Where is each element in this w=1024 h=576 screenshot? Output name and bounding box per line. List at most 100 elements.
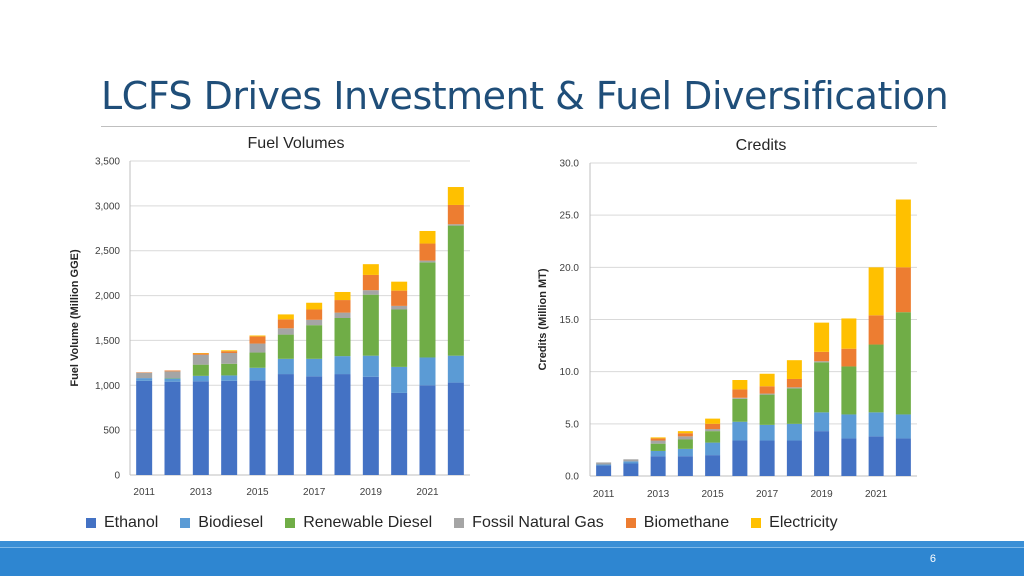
credits-xtick-label: 2017 [756, 489, 779, 500]
credits-bar-renewable-diesel-2017 [759, 394, 775, 425]
legend-swatch [454, 518, 465, 528]
credits-bar-biodiesel-2016 [732, 421, 748, 441]
volumes-bar-ethanol-2016 [277, 374, 294, 475]
volumes-bar-biomethane-2018 [334, 300, 351, 313]
footer-bar: 6 [0, 541, 1024, 576]
volumes-bar-biomethane-2019 [362, 274, 379, 291]
volumes-bar-ethanol-2018 [334, 374, 351, 475]
volumes-ytick-label: 500 [103, 426, 120, 437]
credits-bar-electricity-2014 [677, 431, 693, 434]
credits-y-axis-label: Credits (Million MT) [537, 268, 549, 370]
credits-xtick-label: 2011 [593, 489, 615, 500]
credits-bar-biodiesel-2013 [650, 450, 666, 457]
volumes-bar-biodiesel-2020 [391, 366, 408, 393]
credits-bar-ethanol-2016 [732, 440, 748, 476]
credits-bar-electricity-2017 [759, 373, 775, 387]
volumes-bar-biodiesel-2017 [306, 358, 323, 377]
volumes-bar-fossil-natural-gas-2013 [192, 354, 209, 365]
legend-item-biomethane: Biomethane [625, 514, 729, 532]
credits-bar-biomethane-2015 [705, 423, 721, 430]
credits-ytick-label: 5.0 [565, 419, 579, 430]
credits-bar-renewable-diesel-2015 [705, 431, 721, 443]
volumes-bar-electricity-2015 [249, 335, 266, 337]
volumes-bar-fossil-natural-gas-2014 [221, 352, 238, 364]
volumes-bar-fossil-natural-gas-2015 [249, 343, 266, 353]
volumes-bar-ethanol-2011 [136, 380, 153, 475]
credits-bar-fossil-natural-gas-2017 [759, 393, 775, 395]
legend-item-renewable-diesel: Renewable Diesel [285, 514, 432, 532]
volumes-bar-ethanol-2017 [306, 376, 323, 475]
credits-xtick-label: 2013 [647, 489, 670, 500]
credits-bar-renewable-diesel-2020 [841, 366, 857, 415]
volumes-bar-biodiesel-2015 [249, 367, 266, 381]
volumes-xtick-label: 2021 [416, 487, 439, 498]
credits-bar-biodiesel-2017 [759, 424, 775, 441]
credits-bar-biomethane-2021 [868, 315, 884, 345]
volumes-bar-electricity-2020 [391, 281, 408, 291]
credits-bar-ethanol-2018 [786, 440, 802, 476]
volumes-bar-ethanol-2012 [164, 381, 181, 475]
credits-bar-biodiesel-2020 [841, 414, 857, 439]
volumes-bar-renewable-diesel-2014 [221, 363, 238, 376]
slide-title: LCFS Drives Investment & Fuel Diversific… [101, 74, 949, 118]
volumes-bar-electricity-2014 [221, 350, 238, 352]
volumes-bar-renewable-diesel-2017 [306, 325, 323, 359]
credits-bar-electricity-2015 [705, 418, 721, 424]
volumes-bar-renewable-diesel-2018 [334, 318, 351, 357]
legend-item-ethanol: Ethanol [86, 514, 158, 532]
credits-bar-renewable-diesel-2021 [868, 344, 884, 413]
legend-label: Electricity [769, 514, 838, 531]
credits-bar-renewable-diesel-2022 [895, 312, 911, 415]
credits-bar-biodiesel-2012 [623, 461, 639, 464]
volumes-bar-electricity-2016 [277, 314, 294, 320]
credits-bar-biodiesel-2018 [786, 423, 802, 441]
legend-label: Renewable Diesel [303, 514, 433, 531]
volumes-bar-ethanol-2014 [221, 380, 238, 475]
volumes-bar-biodiesel-2016 [277, 358, 294, 375]
volumes-bar-renewable-diesel-2022 [447, 225, 464, 356]
credits-bar-biodiesel-2015 [705, 442, 721, 456]
volumes-bar-renewable-diesel-2021 [419, 262, 436, 358]
credits-bar-biomethane-2020 [841, 348, 857, 367]
volumes-chart-title: Fuel Volumes [248, 135, 345, 152]
credits-bar-fossil-natural-gas-2014 [677, 436, 693, 440]
volumes-bar-biomethane-2020 [391, 290, 408, 306]
volumes-xtick-label: 2019 [360, 487, 383, 498]
volumes-bar-biodiesel-2011 [136, 378, 153, 381]
credits-bar-renewable-diesel-2019 [814, 362, 830, 413]
volumes-bar-fossil-natural-gas-2021 [419, 260, 436, 263]
volumes-ytick-label: 2,000 [95, 291, 120, 302]
volumes-bar-biodiesel-2019 [362, 355, 379, 377]
volumes-bar-biodiesel-2013 [192, 375, 209, 382]
credits-bar-fossil-natural-gas-2018 [786, 387, 802, 389]
volumes-bar-ethanol-2015 [249, 380, 266, 475]
credits-bar-electricity-2021 [868, 267, 884, 316]
credits-bar-biodiesel-2011 [596, 464, 612, 466]
volumes-bar-fossil-natural-gas-2016 [277, 328, 294, 335]
credits-bar-biodiesel-2014 [677, 448, 693, 457]
volumes-bar-fossil-natural-gas-2012 [164, 371, 181, 379]
credits-bar-renewable-diesel-2013 [650, 443, 666, 451]
credits-bar-biodiesel-2019 [814, 412, 830, 432]
credits-bar-ethanol-2013 [650, 456, 666, 476]
volumes-bar-ethanol-2022 [447, 382, 464, 475]
legend-swatch [625, 518, 636, 528]
volumes-bar-electricity-2022 [447, 187, 464, 205]
volumes-bar-renewable-diesel-2013 [192, 364, 209, 376]
volumes-bar-renewable-diesel-2015 [249, 352, 266, 368]
credits-xtick-label: 2015 [702, 489, 725, 500]
credits-bar-renewable-diesel-2016 [732, 398, 748, 422]
volumes-xtick-label: 2011 [133, 487, 155, 498]
credits-bar-renewable-diesel-2018 [786, 388, 802, 424]
volumes-ytick-label: 1,500 [95, 336, 120, 347]
credits-chart-title: Credits [736, 137, 787, 154]
volumes-ytick-label: 0 [114, 471, 120, 482]
credits-bar-ethanol-2011 [596, 465, 612, 476]
credits-ytick-label: 10.0 [560, 367, 580, 378]
volumes-bar-ethanol-2019 [362, 376, 379, 475]
volumes-bar-biodiesel-2022 [447, 355, 464, 383]
credits-bar-ethanol-2020 [841, 438, 857, 476]
credits-bar-electricity-2016 [732, 380, 748, 390]
credits-bar-biomethane-2017 [759, 386, 775, 394]
